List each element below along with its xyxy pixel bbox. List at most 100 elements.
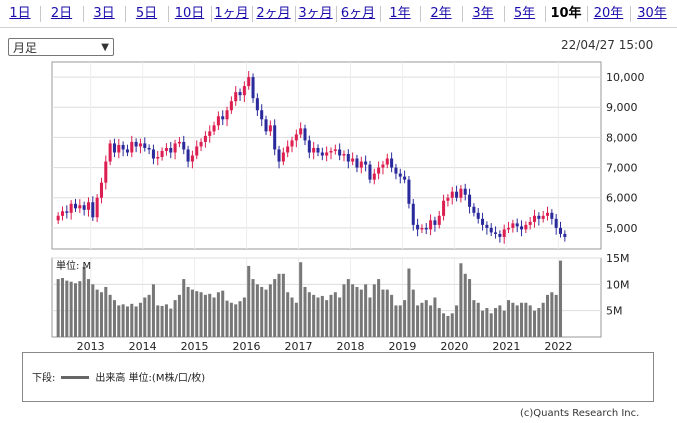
volume-unit-label: 単位: M	[56, 259, 91, 272]
candle-body	[203, 135, 207, 142]
volume-bar	[208, 293, 212, 337]
candle-body	[182, 141, 186, 150]
candle-body	[294, 134, 298, 141]
volume-bar	[351, 284, 355, 337]
volume-bar	[290, 297, 294, 337]
candle-body	[463, 188, 467, 195]
tab-separator	[295, 6, 296, 22]
candle-body	[355, 158, 359, 168]
volume-bar	[433, 297, 437, 337]
candle-body	[381, 164, 385, 168]
candle-body	[433, 220, 437, 225]
period-select[interactable]: 月足 ▼	[8, 38, 114, 56]
volume-bar	[138, 302, 142, 337]
candle-body	[541, 215, 545, 219]
tab-6[interactable]: 2ヶ月	[256, 6, 291, 21]
x-tick-label: 2017	[285, 340, 313, 352]
volume-bar	[446, 315, 450, 337]
tab-separator	[211, 6, 212, 22]
volume-bar	[528, 305, 532, 337]
candle-body	[143, 143, 147, 148]
volume-bar	[65, 280, 69, 337]
x-tick-label: 2021	[492, 340, 520, 352]
volume-bar	[303, 286, 307, 337]
candle-body	[82, 205, 86, 210]
candle-body	[286, 146, 290, 153]
candle-body	[333, 149, 337, 151]
tab-4[interactable]: 10日	[174, 6, 205, 21]
volume-tick-label: 5M	[606, 305, 623, 318]
stock-chart: 5,000 6,000 7,000 8,000 9,000 10,000 5M 10M 15M…	[51, 61, 645, 352]
tabs-divider	[0, 27, 677, 28]
tab-14[interactable]: 20年	[593, 6, 624, 21]
volume-bar	[238, 301, 242, 337]
volume-bar	[537, 308, 541, 337]
tab-1[interactable]: 2日	[50, 6, 73, 21]
volume-bar	[186, 286, 190, 337]
x-tick-label: 2020	[440, 340, 468, 352]
candle-body	[273, 125, 277, 150]
price-tick-label: 9,000	[606, 101, 638, 114]
candle-body	[186, 149, 190, 162]
volume-bar	[338, 297, 342, 337]
tab-13[interactable]: 10年	[545, 0, 587, 28]
tab-12[interactable]: 5年	[513, 6, 536, 21]
volume-bar	[203, 294, 207, 337]
price-tick-label: 10,000	[606, 71, 645, 84]
price-tick-label: 7,000	[606, 162, 638, 175]
tab-0[interactable]: 1日	[9, 6, 31, 21]
volume-bar	[515, 305, 519, 337]
candle-body	[424, 227, 428, 230]
volume-bar	[73, 283, 78, 337]
candle-body	[255, 98, 259, 111]
candle-body	[498, 233, 502, 237]
candle-body	[520, 226, 524, 230]
candle-body	[515, 223, 519, 227]
volume-bar	[268, 284, 272, 337]
tab-2[interactable]: 3日	[93, 6, 115, 21]
candle-body	[533, 215, 537, 222]
x-tick-label: 2013	[77, 340, 105, 352]
volume-bar	[60, 278, 65, 337]
tab-11[interactable]: 3年	[472, 6, 494, 21]
volume-bar	[468, 279, 472, 337]
tab-separator	[40, 6, 41, 22]
candle-body	[403, 176, 407, 180]
x-tick-label: 2015	[181, 340, 209, 352]
volume-bar	[429, 305, 433, 337]
tab-15[interactable]: 30年	[637, 6, 667, 21]
tab-8[interactable]: 6ヶ月	[340, 6, 376, 21]
volume-bar	[381, 289, 385, 337]
volume-bar	[394, 305, 398, 337]
tab-10[interactable]: 2年	[430, 6, 452, 21]
volume-bar	[112, 300, 116, 337]
copyright: (c)Quants Research Inc.	[520, 408, 640, 419]
tab-separator	[630, 6, 631, 22]
candle-body	[446, 197, 450, 201]
lower-panel-legend: 下段: 出来高 単位:(M株/口/枚)	[22, 352, 654, 402]
volume-bar	[86, 279, 90, 337]
candle-body	[550, 212, 554, 219]
volume-bar	[299, 262, 303, 337]
candle-body	[260, 110, 264, 120]
timestamp: 22/04/27 15:00	[561, 38, 654, 52]
volume-bar	[403, 300, 407, 337]
candle-body	[99, 182, 103, 198]
tab-3[interactable]: 5日	[135, 6, 158, 21]
candle-body	[450, 191, 454, 198]
tab-5[interactable]: 1ヶ月	[214, 6, 249, 21]
candle-body	[264, 119, 268, 132]
volume-bar	[558, 260, 563, 337]
tab-9[interactable]: 1年	[389, 6, 411, 21]
volume-bar	[260, 286, 264, 337]
candle-body	[208, 131, 212, 136]
candle-body	[390, 158, 394, 168]
candle-body	[277, 149, 281, 162]
volume-bar	[182, 279, 186, 337]
candle-body	[325, 152, 329, 156]
candle-body	[138, 143, 142, 147]
chevron-down-icon: ▼	[101, 42, 109, 53]
volume-bar	[247, 265, 251, 337]
volume-bar	[316, 297, 320, 337]
tab-7[interactable]: 3ヶ月	[298, 6, 333, 21]
